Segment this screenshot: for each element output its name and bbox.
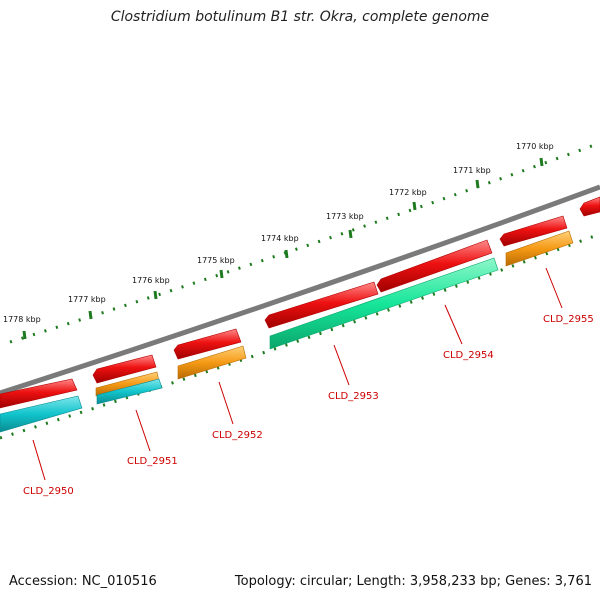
cds-arrow[interactable]	[505, 230, 574, 267]
kbp-label: 1776 kbp	[132, 276, 170, 285]
gene-arrow[interactable]	[579, 196, 600, 217]
genome-backbone	[0, 184, 600, 396]
gene-label: CLD_2953	[328, 391, 379, 402]
kbp-label: 1771 kbp	[453, 166, 491, 175]
kbp-label: 1775 kbp	[197, 256, 235, 265]
kbp-label: 1777 kbp	[68, 295, 106, 304]
gene-label: CLD_2955	[543, 314, 594, 325]
gene-arrow[interactable]	[499, 215, 568, 247]
gene-label: CLD_2951	[127, 456, 178, 467]
gene-label: CLD_2954	[443, 350, 494, 361]
cds-arrow[interactable]	[0, 395, 83, 433]
gene-arrow[interactable]	[376, 239, 493, 293]
gene-arrow[interactable]	[264, 281, 379, 329]
gene-arrow[interactable]	[0, 378, 78, 409]
cds-arrow[interactable]	[96, 378, 163, 405]
gene-features	[0, 196, 600, 409]
gene-arrow[interactable]	[92, 354, 157, 384]
label-leaders	[32, 267, 563, 481]
gene-label: CLD_2950	[23, 486, 74, 497]
gene-arrow[interactable]	[173, 328, 242, 360]
gene-label: CLD_2952	[212, 430, 263, 441]
cds-arrow[interactable]	[177, 345, 247, 380]
kbp-label: 1773 kbp	[326, 212, 364, 221]
genome-info-text: Topology: circular; Length: 3,958,233 bp…	[234, 574, 592, 589]
kbp-label: 1778 kbp	[3, 315, 41, 324]
major-ticks	[22, 157, 544, 340]
kbp-label: 1774 kbp	[261, 234, 299, 243]
cds-features	[0, 230, 574, 433]
cds-arrow[interactable]	[269, 257, 499, 350]
kbp-label: 1772 kbp	[389, 188, 427, 197]
accession-text: Accession: NC_010516	[9, 574, 157, 589]
map-title: Clostridium botulinum B1 str. Okra, comp…	[110, 9, 490, 25]
kbp-label: 1770 kbp	[516, 142, 554, 151]
